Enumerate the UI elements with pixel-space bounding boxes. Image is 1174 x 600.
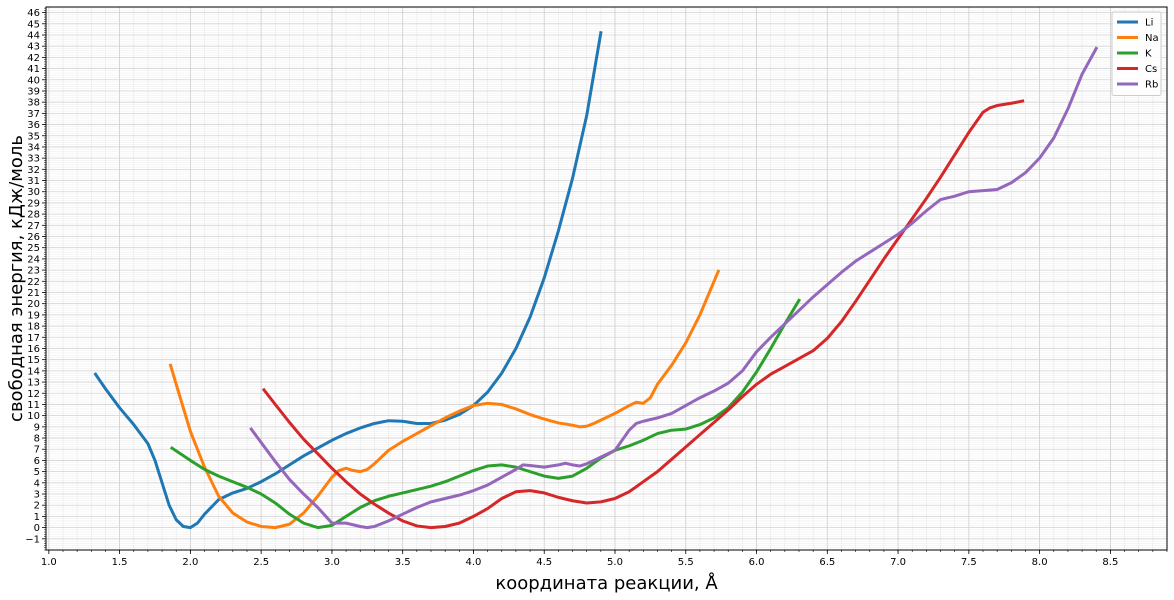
y-tick-label: 2 [34, 501, 40, 512]
x-tick-label: 4.0 [465, 557, 481, 568]
y-tick-label: 35 [27, 131, 40, 142]
y-tick-label: 27 [27, 221, 40, 232]
y-tick-label: 4 [34, 478, 40, 489]
y-tick-label: 0 [34, 523, 40, 534]
legend-label-li: Li [1145, 18, 1153, 29]
x-tick-label: 4.5 [536, 557, 552, 568]
minor-grid [46, 7, 1168, 551]
series-line-na [168, 269, 721, 530]
series-line-k [169, 298, 802, 530]
y-tick-label: 37 [27, 109, 40, 120]
y-tick-label: 38 [27, 98, 40, 109]
series-lines [93, 31, 1099, 530]
x-axis-ticks: 1.0 1.5 2.0 2.5 3.0 3.5 4.0 4.5 5.0 5.5 6.0 6.5 7.0 7… [41, 550, 1168, 568]
y-tick-label: 9 [34, 422, 40, 433]
y-tick-label: 29 [27, 198, 40, 209]
y-tick-label: 45 [27, 19, 40, 30]
y-tick-label: 31 [27, 176, 40, 187]
x-tick-label: 1.0 [41, 557, 57, 568]
x-tick-label: 8.5 [1102, 557, 1118, 568]
y-tick-label: 24 [27, 254, 40, 265]
x-tick-label: 7.5 [961, 557, 977, 568]
y-tick-label: 26 [27, 232, 40, 243]
y-tick-label: 46 [27, 8, 40, 19]
y-tick-label: 42 [27, 53, 40, 64]
y-tick-label: 1 [34, 512, 40, 523]
x-tick-label: 2.5 [253, 557, 269, 568]
legend-label-na: Na [1145, 33, 1159, 44]
legend: Li Na K Cs Rb [1111, 11, 1162, 96]
series-line-li [93, 31, 603, 530]
y-tick-label: 19 [27, 310, 40, 321]
x-tick-label: 3.0 [324, 557, 340, 568]
x-axis-title: координата реакции, Å [495, 572, 718, 594]
y-tick-label: 30 [27, 187, 40, 198]
x-tick-label: 3.5 [395, 557, 411, 568]
y-tick-label: 6 [34, 456, 40, 467]
y-tick-label: 39 [27, 86, 40, 97]
y-tick-label: 43 [27, 42, 40, 53]
y-tick-label: 3 [34, 490, 40, 501]
y-tick-label: 20 [27, 299, 40, 310]
legend-label-cs: Cs [1145, 64, 1157, 75]
series-line-cs [261, 99, 1025, 530]
y-tick-label: 21 [27, 288, 40, 299]
y-axis-title: свободная энергия, кДж/моль [6, 135, 27, 422]
plot-frame [45, 6, 1168, 551]
y-tick-label: 8 [34, 434, 40, 445]
x-tick-label: 2.0 [182, 557, 198, 568]
y-tick-label: 7 [34, 445, 40, 456]
y-tick-label: 36 [27, 120, 40, 131]
y-tick-label: 5 [34, 467, 40, 478]
y-tick-label: 33 [27, 154, 40, 165]
y-tick-label: 23 [27, 266, 40, 277]
y-tick-label: 16 [27, 344, 40, 355]
y-tick-label: 28 [27, 210, 40, 221]
x-tick-label: 8.0 [1032, 557, 1048, 568]
x-tick-label: 5.5 [678, 557, 694, 568]
y-tick-label: 17 [27, 333, 40, 344]
x-tick-label: 7.0 [890, 557, 906, 568]
x-tick-label: 6.5 [819, 557, 835, 568]
x-tick-label: 6.0 [749, 557, 765, 568]
y-tick-label: 40 [27, 75, 40, 86]
y-tick-label: −1 [25, 534, 40, 545]
y-tick-label: 41 [27, 64, 40, 75]
series-line-rb [249, 46, 1099, 530]
legend-label-k: K [1145, 49, 1152, 60]
y-tick-label: 34 [27, 142, 40, 153]
y-tick-label: 44 [27, 30, 40, 41]
y-axis-ticks: −101234567891011121314151617181920212223… [25, 7, 46, 551]
y-tick-label: 14 [27, 366, 40, 377]
y-tick-label: 13 [27, 378, 40, 389]
y-tick-label: 32 [27, 165, 40, 176]
legend-label-rb: Rb [1145, 80, 1158, 91]
y-tick-label: 22 [27, 277, 40, 288]
x-tick-label: 1.5 [112, 557, 128, 568]
y-tick-label: 11 [27, 400, 40, 411]
y-tick-label: 18 [27, 322, 40, 333]
major-grid [46, 7, 1167, 550]
y-tick-label: 10 [27, 411, 40, 422]
y-tick-label: 12 [27, 389, 40, 400]
y-tick-label: 15 [27, 355, 40, 366]
x-tick-label: 5.0 [607, 557, 623, 568]
y-tick-label: 25 [27, 243, 40, 254]
